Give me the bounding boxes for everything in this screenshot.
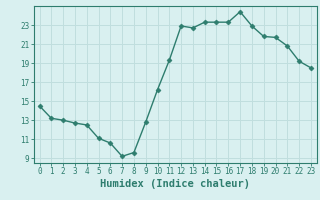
X-axis label: Humidex (Indice chaleur): Humidex (Indice chaleur): [100, 179, 250, 189]
